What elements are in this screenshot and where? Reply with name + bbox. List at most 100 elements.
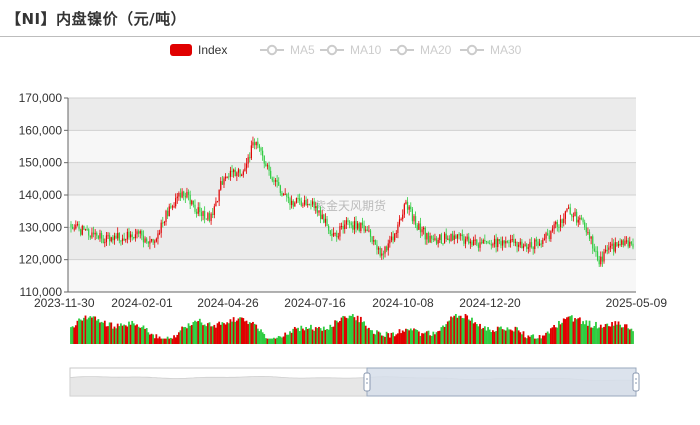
candle-body bbox=[616, 242, 618, 246]
legend-item-index[interactable]: Index bbox=[170, 43, 227, 57]
volume-bar bbox=[81, 320, 84, 344]
datazoom-slider[interactable] bbox=[69, 367, 640, 397]
candle-body bbox=[102, 238, 104, 244]
candle-body bbox=[183, 191, 185, 196]
volume-bar bbox=[390, 332, 393, 344]
volume-bar bbox=[314, 327, 317, 344]
candle-body bbox=[440, 234, 442, 244]
volume-bar bbox=[168, 338, 171, 344]
volume-bar bbox=[438, 330, 441, 344]
slider-selection[interactable] bbox=[366, 367, 637, 397]
volume-bar bbox=[276, 337, 279, 344]
candle-body bbox=[252, 142, 254, 146]
volume-bar bbox=[116, 323, 119, 344]
candle-body bbox=[418, 223, 420, 230]
candle-body bbox=[284, 193, 286, 195]
candle-body bbox=[266, 165, 269, 167]
volume-bar bbox=[252, 321, 254, 344]
candle-body bbox=[619, 244, 621, 246]
candle-body bbox=[236, 172, 238, 177]
candle-body bbox=[629, 241, 631, 247]
candle-body bbox=[360, 222, 362, 231]
volume-bar bbox=[503, 329, 506, 344]
candle-body bbox=[167, 210, 169, 217]
candle-body bbox=[271, 178, 273, 181]
volume-bar bbox=[268, 338, 270, 344]
volume-bar bbox=[487, 327, 489, 344]
legend-item-ma20[interactable]: MA20 bbox=[390, 43, 452, 57]
candle-body bbox=[76, 223, 79, 225]
volume-bar bbox=[347, 318, 349, 344]
candle-body bbox=[511, 239, 513, 241]
slider-handle-right[interactable] bbox=[632, 372, 640, 392]
candle-body bbox=[279, 185, 281, 193]
volume-bar bbox=[165, 338, 167, 344]
candle-body bbox=[319, 210, 322, 220]
candle-body bbox=[357, 223, 359, 229]
candle-body bbox=[443, 233, 446, 244]
legend-item-ma5[interactable]: MA5 bbox=[260, 43, 315, 57]
volume-bar bbox=[488, 329, 491, 344]
volume-bar bbox=[377, 331, 380, 344]
volume-bar bbox=[192, 322, 195, 344]
volume-bar bbox=[374, 334, 377, 344]
candle-body bbox=[361, 222, 364, 226]
candle-body bbox=[223, 178, 225, 185]
volume-bar bbox=[247, 324, 250, 344]
candle-body bbox=[458, 234, 460, 236]
candle-body bbox=[245, 163, 248, 169]
candle-body bbox=[453, 235, 455, 240]
volume-bar bbox=[200, 322, 203, 344]
candle-body bbox=[576, 211, 578, 223]
candle-body bbox=[484, 240, 486, 242]
candle-body bbox=[592, 236, 594, 249]
chart-legend[interactable]: Index MA5 MA10 MA20 MA30 bbox=[170, 43, 522, 57]
candle-body bbox=[99, 233, 101, 239]
volume-bar bbox=[89, 316, 92, 344]
volume-bar bbox=[588, 320, 591, 344]
volume-bar bbox=[527, 335, 530, 344]
slider-handle-left[interactable] bbox=[363, 372, 371, 392]
volume-bar bbox=[131, 320, 134, 344]
volume-bar bbox=[609, 326, 612, 344]
legend-label: MA30 bbox=[490, 43, 522, 57]
volume-bar bbox=[479, 323, 481, 344]
candle-body bbox=[329, 230, 331, 235]
volume-bar bbox=[327, 329, 330, 344]
candle-body bbox=[187, 191, 190, 195]
volume-bar bbox=[379, 332, 382, 344]
candle-body bbox=[455, 235, 457, 239]
volume-bar bbox=[169, 337, 172, 344]
candle-body bbox=[295, 198, 298, 203]
candle-body bbox=[456, 234, 459, 239]
legend-item-ma10[interactable]: MA10 bbox=[320, 43, 382, 57]
volume-bar bbox=[545, 332, 547, 344]
legend-label: MA5 bbox=[290, 43, 315, 57]
candle-body bbox=[426, 233, 428, 240]
candle-body bbox=[601, 256, 604, 262]
title-divider bbox=[0, 36, 700, 37]
candle-body bbox=[218, 189, 220, 202]
candle-body bbox=[585, 227, 587, 233]
candle-body bbox=[632, 243, 634, 248]
candle-body bbox=[617, 244, 620, 246]
volume-bar bbox=[285, 334, 288, 344]
legend-item-ma30[interactable]: MA30 bbox=[460, 43, 522, 57]
y-band bbox=[68, 130, 636, 163]
candle-body bbox=[564, 211, 566, 219]
candle-body bbox=[199, 207, 201, 213]
candle-body bbox=[78, 223, 80, 230]
volume-bar bbox=[421, 333, 423, 344]
candle-body bbox=[540, 243, 542, 245]
volume-bar bbox=[435, 332, 438, 344]
volume-bar bbox=[274, 338, 277, 344]
candle-body bbox=[411, 209, 413, 222]
volume-bar bbox=[371, 330, 374, 344]
candle-body bbox=[622, 240, 624, 246]
volume-bar bbox=[120, 323, 122, 344]
volume-bar bbox=[330, 327, 333, 344]
volume-bar bbox=[469, 320, 472, 344]
volume-bar bbox=[153, 338, 156, 344]
volume-bar bbox=[516, 327, 518, 344]
